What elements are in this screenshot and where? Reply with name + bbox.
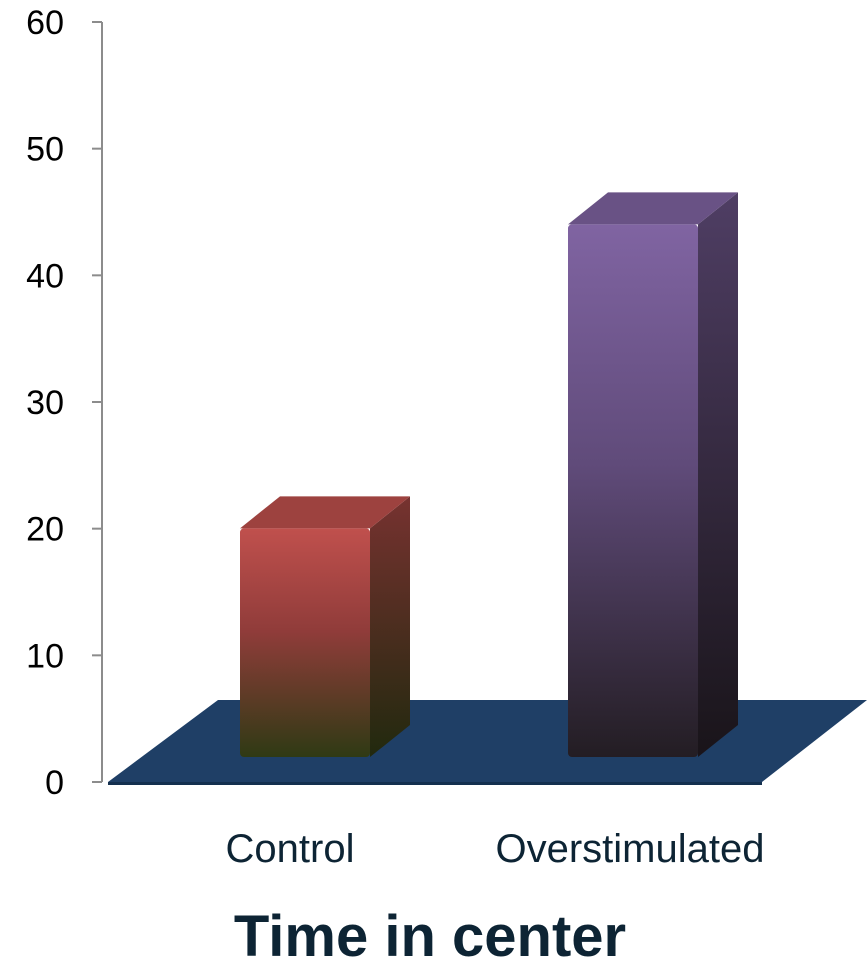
chart-title: Time in center: [234, 904, 626, 965]
y-axis: 0 10 20 30 40 50 60: [26, 4, 103, 802]
bar-side-face: [370, 496, 410, 757]
bar-top-face: [568, 192, 738, 225]
bar-front-face: [240, 528, 370, 757]
bar-top-face: [240, 496, 410, 529]
y-tick-label: 30: [26, 384, 64, 422]
category-label: Overstimulated: [496, 827, 765, 871]
y-tick-label: 0: [45, 764, 64, 802]
y-tick-label: 40: [26, 257, 64, 295]
category-label: Control: [226, 827, 355, 871]
bar-overstimulated: [568, 192, 738, 758]
category-labels: Control Overstimulated: [226, 827, 765, 871]
y-tick-label: 60: [26, 4, 64, 42]
bar-front-face: [568, 224, 698, 758]
y-tick-label: 20: [26, 511, 64, 549]
y-tick-label: 50: [26, 131, 64, 169]
y-tick-label: 10: [26, 637, 64, 675]
bar-side-face: [698, 192, 738, 758]
floor-plane: [108, 700, 867, 782]
floor-edge: [108, 782, 762, 785]
chart-floor: [108, 700, 867, 785]
bars: [240, 192, 738, 758]
bar-control: [240, 496, 410, 757]
